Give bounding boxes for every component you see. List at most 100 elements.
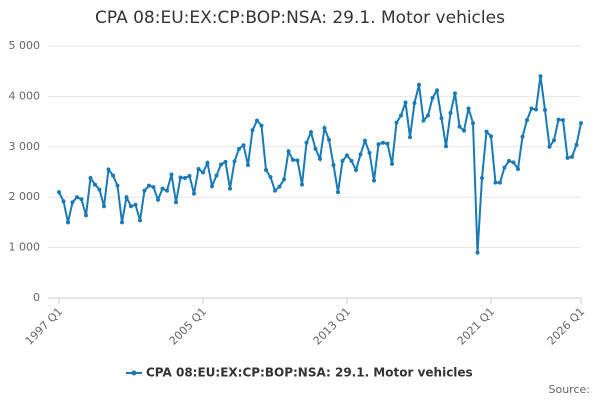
point [84,213,88,218]
point [534,107,538,112]
point [516,166,520,171]
point [259,123,264,128]
point [394,120,399,125]
point [466,106,471,111]
point [111,173,115,178]
point [529,106,534,111]
point [156,197,160,202]
point [363,138,367,143]
point [88,176,93,181]
y-tick-label: 2 000 [9,190,41,203]
point [115,183,120,188]
point [102,204,106,209]
legend-marker [131,370,137,376]
point [79,197,84,202]
point [169,172,174,177]
point [201,170,205,175]
point [205,160,210,165]
point [318,156,322,161]
point [390,161,394,166]
point [120,220,124,225]
point [453,91,457,96]
point [426,113,430,118]
point [543,108,547,113]
point [457,124,462,129]
point [282,177,286,182]
point [471,121,475,126]
point [579,121,583,126]
point [336,190,340,195]
point [331,162,336,167]
point [340,158,345,163]
point [124,195,129,200]
point [547,144,552,149]
point [66,220,70,225]
point [421,118,426,123]
point [133,202,138,207]
point [232,159,237,164]
point [277,184,282,189]
point [327,137,331,142]
x-tick-label: 2013 Q1 [311,305,354,348]
point [439,116,444,121]
point [444,144,448,149]
point [507,158,511,163]
y-tick-label: 3 000 [9,140,41,153]
point [381,140,385,145]
point [525,118,529,123]
point [138,218,142,223]
x-tick-label: 1997 Q1 [23,305,66,348]
point [462,128,466,133]
x-tick-label: 2021 Q1 [455,305,498,348]
point [192,191,196,196]
series-line [58,76,582,253]
point [61,199,66,204]
point [241,143,246,148]
point [561,118,565,123]
point [484,129,489,134]
point [237,146,241,151]
y-tick-label: 4 000 [9,89,41,102]
point [250,128,255,133]
point [165,188,169,193]
point [255,118,259,123]
point [489,134,493,139]
y-tick-label: 1 000 [9,241,41,254]
point [97,187,102,192]
point [309,130,313,135]
point [354,167,358,172]
point [268,175,273,180]
point [556,117,561,122]
point [174,200,178,205]
point [219,162,223,167]
point [223,159,228,164]
point [538,74,543,79]
point [502,165,507,170]
y-tick-label: 0 [33,291,40,304]
legend-label: CPA 08:EU:EX:CP:BOP:NSA: 29.1. Motor veh… [146,366,473,380]
point [408,135,412,140]
point [520,134,525,139]
point [151,185,156,190]
point [129,204,133,209]
point [210,184,214,189]
point [475,250,480,255]
x-tick-label: 2026 Q1 [545,305,588,348]
point [322,126,327,131]
point [187,174,192,179]
point [480,176,484,181]
point [399,113,403,118]
point [448,111,453,116]
point [178,175,183,180]
point [552,138,556,143]
point [349,158,354,163]
point [214,173,219,178]
point [511,160,516,165]
point [574,142,579,147]
point [498,180,502,185]
point [228,186,232,191]
point [286,149,291,154]
point [385,141,390,146]
point [565,155,570,160]
